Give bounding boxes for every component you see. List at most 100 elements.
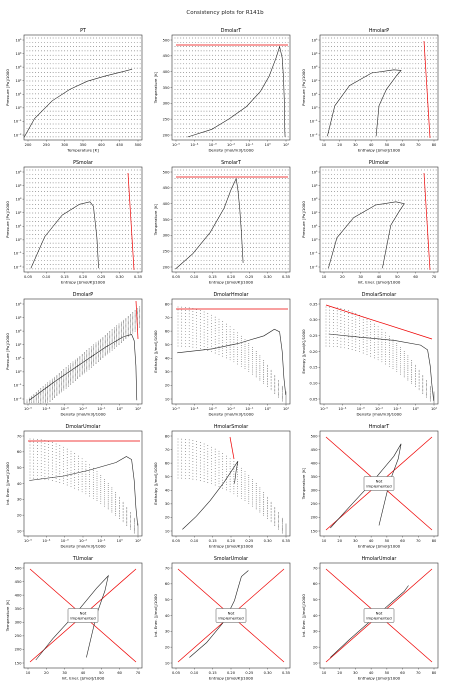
- y-tick-label: 60: [165, 461, 170, 465]
- y-tick-label: 10⁻¹: [14, 120, 22, 124]
- subplot-title: DmolarUmolar: [66, 424, 101, 430]
- x-tick-label: 20: [337, 671, 342, 675]
- x-tick-label: 60: [400, 671, 405, 675]
- x-tick-label: 80: [432, 671, 437, 675]
- y-tick-label: 10⁰: [311, 106, 318, 110]
- x-tick-label: 0.05: [172, 539, 180, 543]
- x-tick-label: 10⁻⁴: [338, 407, 346, 411]
- y-tick-label: 500: [15, 566, 23, 570]
- x-tick-label: 10⁰: [117, 539, 124, 543]
- x-tick-label: 10⁻⁵: [320, 407, 328, 411]
- x-tick-label: 10⁻⁴: [42, 539, 50, 543]
- x-tick-label: 10: [322, 143, 327, 147]
- x-tick-label: 0.25: [245, 671, 253, 675]
- y-tick-label: 250: [163, 117, 171, 121]
- x-tick-label: 40: [377, 275, 382, 279]
- y-tick-label: 10³: [311, 197, 318, 201]
- y-tick-label: 10²: [15, 79, 22, 83]
- x-tick-label: 500: [135, 143, 143, 147]
- y-tick-label: 10⁴: [15, 52, 22, 56]
- x-tick-label: 10¹: [431, 407, 438, 411]
- plot-frame: [319, 298, 439, 405]
- x-tick-label: 10⁻¹: [245, 143, 253, 147]
- x-axis-label: Entropy [J/mol/K]/1000: [209, 280, 254, 285]
- x-tick-label: 10⁻²: [227, 143, 235, 147]
- x-tick-label: 50: [99, 671, 104, 675]
- y-tick-label: 70: [165, 448, 170, 452]
- x-axis-label: Enthalpy [J/mol]/1000: [358, 676, 401, 681]
- x-tick-label: 10⁻⁵: [172, 407, 180, 411]
- y-tick-label: 10⁻¹: [14, 252, 22, 256]
- y-tick-label: 10⁴: [311, 184, 318, 188]
- x-tick-label: 0.10: [190, 671, 199, 675]
- x-tick-label: 0.20: [227, 539, 236, 543]
- y-tick-label: 10²: [311, 211, 318, 215]
- y-tick-label: 10⁵: [311, 170, 318, 174]
- x-tick-label: 70: [136, 671, 141, 675]
- scatter-dots: [174, 169, 289, 270]
- y-tick-label: 40: [313, 614, 318, 618]
- x-tick-label: 10⁻⁴: [190, 143, 198, 147]
- x-axis-label: Enthalpy [J/mol]/1000: [358, 148, 401, 153]
- x-tick-label: 10⁻¹: [245, 407, 253, 411]
- x-tick-label: 10⁻¹: [97, 539, 105, 543]
- subplot-dmolarumolar: DmolarUmolar 10⁻⁵ 10⁻⁴ 10⁻³ 10⁻² 10⁻¹ 10⁰ 10¹ 10…: [5, 424, 143, 549]
- y-tick-label: 300: [311, 489, 319, 493]
- y-tick-label: 10⁵: [15, 302, 22, 306]
- x-tick-label: 0.05: [24, 275, 32, 279]
- y-tick-label: 10⁻¹: [14, 384, 22, 388]
- subplot-title: HmolarP: [369, 28, 389, 34]
- x-tick-label: 10⁻³: [61, 407, 69, 411]
- y-tick-label: 50: [165, 475, 170, 479]
- x-axis-label: Entropy [J/mol/K]/1000: [61, 280, 106, 285]
- x-tick-label: 0.35: [134, 275, 142, 279]
- x-tick-label: 40: [369, 539, 374, 543]
- x-axis-label: Density [mol/m3]/1000: [60, 544, 106, 549]
- y-tick-label: 10⁻²: [310, 133, 318, 137]
- y-tick-label: 10⁻²: [14, 397, 22, 401]
- subplot-title: HmolarSmolar: [214, 424, 248, 430]
- subplot-title: SmolarUmolar: [214, 556, 248, 562]
- y-tick-label: 50: [313, 598, 318, 602]
- y-tick-label: 350: [311, 475, 319, 479]
- x-tick-label: 70: [416, 671, 421, 675]
- y-tick-label: 10⁰: [15, 106, 22, 110]
- y-axis-label: Pressure [Pa]/1000: [5, 201, 10, 238]
- scatter-dots: [26, 169, 141, 270]
- y-tick-label: 250: [163, 249, 171, 253]
- y-tick-label: 60: [17, 450, 22, 454]
- note-text: Implemented: [218, 616, 244, 621]
- x-axis-label: Density [mol/m3]/1000: [356, 412, 402, 417]
- x-tick-label: 300: [61, 143, 69, 147]
- y-axis-label: Temperature [K]: [153, 203, 158, 236]
- x-tick-label: 0.05: [172, 275, 180, 279]
- y-axis-label: Int. Ener. [J/mol]/1000: [5, 462, 10, 505]
- x-tick-label: 0.15: [209, 275, 217, 279]
- x-tick-label: 0.10: [190, 275, 199, 279]
- subplot-dmolarsmolar: DmolarSmolar 10⁻⁵ 10⁻⁴ 10⁻³ 10⁻² 10⁻¹ 10⁰ 10¹ 0.…: [301, 292, 439, 417]
- y-tick-label: 10³: [15, 65, 22, 69]
- x-tick-label: 0.10: [190, 539, 199, 543]
- scatter-dots: [177, 438, 287, 536]
- y-tick-label: 30: [165, 502, 170, 506]
- y-tick-label: 50: [165, 343, 170, 347]
- y-tick-label: 150: [15, 661, 23, 665]
- x-axis-label: Int. Ener. [J/mol]/1000: [358, 280, 401, 285]
- x-tick-label: 30: [353, 671, 358, 675]
- plot-frame: [171, 430, 291, 537]
- saturation-curve: [177, 328, 286, 395]
- x-axis-label: Int. Ener. [J/mol]/1000: [62, 676, 105, 681]
- y-tick-label: 10²: [15, 211, 22, 215]
- x-tick-label: 0.10: [42, 275, 51, 279]
- x-tick-label: 0.25: [97, 275, 105, 279]
- x-tick-label: 400: [98, 143, 106, 147]
- x-tick-label: 10: [322, 275, 327, 279]
- y-axis-label: Enthalpy [J/mol]/1000: [153, 330, 158, 373]
- saturation-curve: [182, 461, 239, 530]
- y-tick-label: 10: [313, 661, 318, 665]
- y-tick-label: 10²: [311, 79, 318, 83]
- note-box: [363, 608, 395, 623]
